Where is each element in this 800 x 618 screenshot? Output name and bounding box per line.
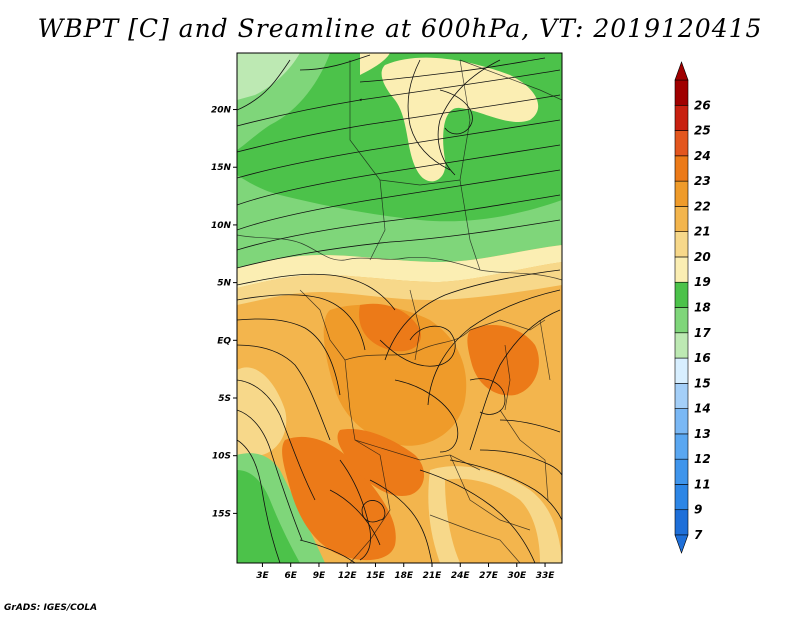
colorbar-label: 26 xyxy=(694,98,711,112)
colorbar-label: 19 xyxy=(694,275,711,289)
colorbar-label: 11 xyxy=(694,477,711,491)
colorbar-label: 24 xyxy=(694,149,711,163)
y-tick-label: EQ xyxy=(217,336,231,346)
streamlines xyxy=(237,54,562,563)
x-tick-label: 30E xyxy=(507,571,527,581)
map-area xyxy=(237,53,562,563)
colorbar-label: 20 xyxy=(694,250,711,264)
x-tick-label: 3E xyxy=(256,571,269,581)
x-tick-label: 24E xyxy=(451,571,471,581)
wbpt-field-20 xyxy=(237,262,562,305)
colorbar-swatch xyxy=(674,256,689,283)
colorbar-label: 22 xyxy=(694,199,711,213)
wbpt-field-23-south xyxy=(282,436,396,561)
colorbar-label: 21 xyxy=(694,225,711,239)
colorbar-label: 13 xyxy=(694,427,711,441)
colorbar-swatch xyxy=(674,509,689,536)
colorbar-swatch xyxy=(674,484,689,511)
x-tick-label: 15E xyxy=(366,571,386,581)
wbpt-field-22 xyxy=(323,304,467,446)
y-tick-label: 5S xyxy=(218,394,231,404)
wbpt-field-19 xyxy=(381,57,539,182)
x-tick-label: 6E xyxy=(284,571,297,581)
colorbar-label: 25 xyxy=(694,124,711,138)
country-borders xyxy=(237,59,562,563)
wbpt-field-23-north xyxy=(359,303,421,352)
wbpt-field-19-north xyxy=(360,53,390,75)
colorbar-swatch xyxy=(674,79,689,106)
x-tick-label: 33E xyxy=(536,571,556,581)
x-tick-label: 9E xyxy=(313,571,326,581)
colorbar-label: 7 xyxy=(694,528,703,542)
colorbar-swatch xyxy=(674,332,689,359)
x-tick-label: 12E xyxy=(338,571,358,581)
colorbar-swatch xyxy=(674,357,689,384)
colorbar-swatch xyxy=(674,231,689,258)
wbpt-field-20-west xyxy=(237,367,287,455)
colorbar-label: 9 xyxy=(694,503,702,517)
colorbar-label: 17 xyxy=(694,326,711,340)
colorbar-label: 16 xyxy=(694,351,711,365)
wbpt-field-23-central xyxy=(337,429,425,496)
colorbar-label: 12 xyxy=(694,452,711,466)
colorbar-label: 14 xyxy=(694,402,711,416)
colorbar-swatch xyxy=(674,383,689,409)
x-tick-label: 18E xyxy=(394,571,414,581)
colorbar-label: 18 xyxy=(694,301,711,315)
colorbar-swatch xyxy=(674,408,689,435)
colorbar-swatch xyxy=(674,307,689,334)
y-tick-label: 10S xyxy=(212,452,231,462)
colorbar-swatch xyxy=(674,433,689,460)
colorbar-label: 15 xyxy=(694,376,711,390)
wbpt-field-21-southeast xyxy=(445,478,540,563)
wbpt-field-19-band xyxy=(237,245,562,288)
map-frame xyxy=(236,52,563,564)
colorbar-label: 23 xyxy=(694,174,711,188)
y-tick-label: 5N xyxy=(217,279,231,289)
footer-credit: GrADS: IGES/COLA xyxy=(4,603,98,613)
x-tick-label: 21E xyxy=(423,571,443,581)
colorbar-swatch xyxy=(674,155,689,182)
colorbar-swatch xyxy=(674,130,689,157)
colorbar-swatch xyxy=(674,281,689,308)
colorbar-swatch xyxy=(674,458,689,485)
colorbar-max-arrow xyxy=(674,61,689,81)
y-tick-label: 15S xyxy=(212,509,231,519)
colorbar-min-arrow xyxy=(674,534,689,554)
chart-title: WBPT [C] and Sreamline at 600hPa, VT: 20… xyxy=(37,14,763,43)
colorbar-swatch xyxy=(674,104,689,131)
wbpt-field-16 xyxy=(237,53,300,100)
colorbar-swatch xyxy=(674,206,689,232)
y-tick-label: 10N xyxy=(211,221,232,231)
colorbar-swatch xyxy=(674,180,689,207)
axis-ticks: 3E 6E 9E 12E 15E 18E 21E 24E 27E 30E 33E 20N 15N 10N 5… xyxy=(211,106,555,581)
y-tick-label: 15N xyxy=(211,163,232,173)
colorbar: 7 9 11 12 13 14 15 16 17 18 19 20 21 22 23 24 25 26 xyxy=(674,61,711,554)
x-tick-label: 27E xyxy=(479,571,499,581)
wbpt-field-18-southwest xyxy=(237,470,300,563)
y-tick-label: 20N xyxy=(211,106,232,116)
